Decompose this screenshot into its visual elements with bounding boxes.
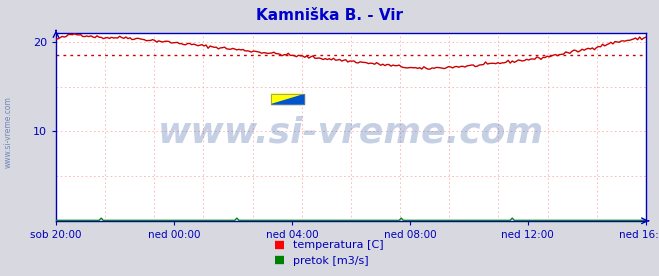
Polygon shape (272, 94, 304, 104)
Text: Kamniška B. - Vir: Kamniška B. - Vir (256, 8, 403, 23)
Text: www.si-vreme.com: www.si-vreme.com (158, 116, 544, 150)
Text: www.si-vreme.com: www.si-vreme.com (3, 97, 13, 168)
Legend: temperatura [C], pretok [m3/s]: temperatura [C], pretok [m3/s] (271, 236, 388, 270)
Polygon shape (272, 94, 304, 104)
Bar (272, 94, 304, 104)
